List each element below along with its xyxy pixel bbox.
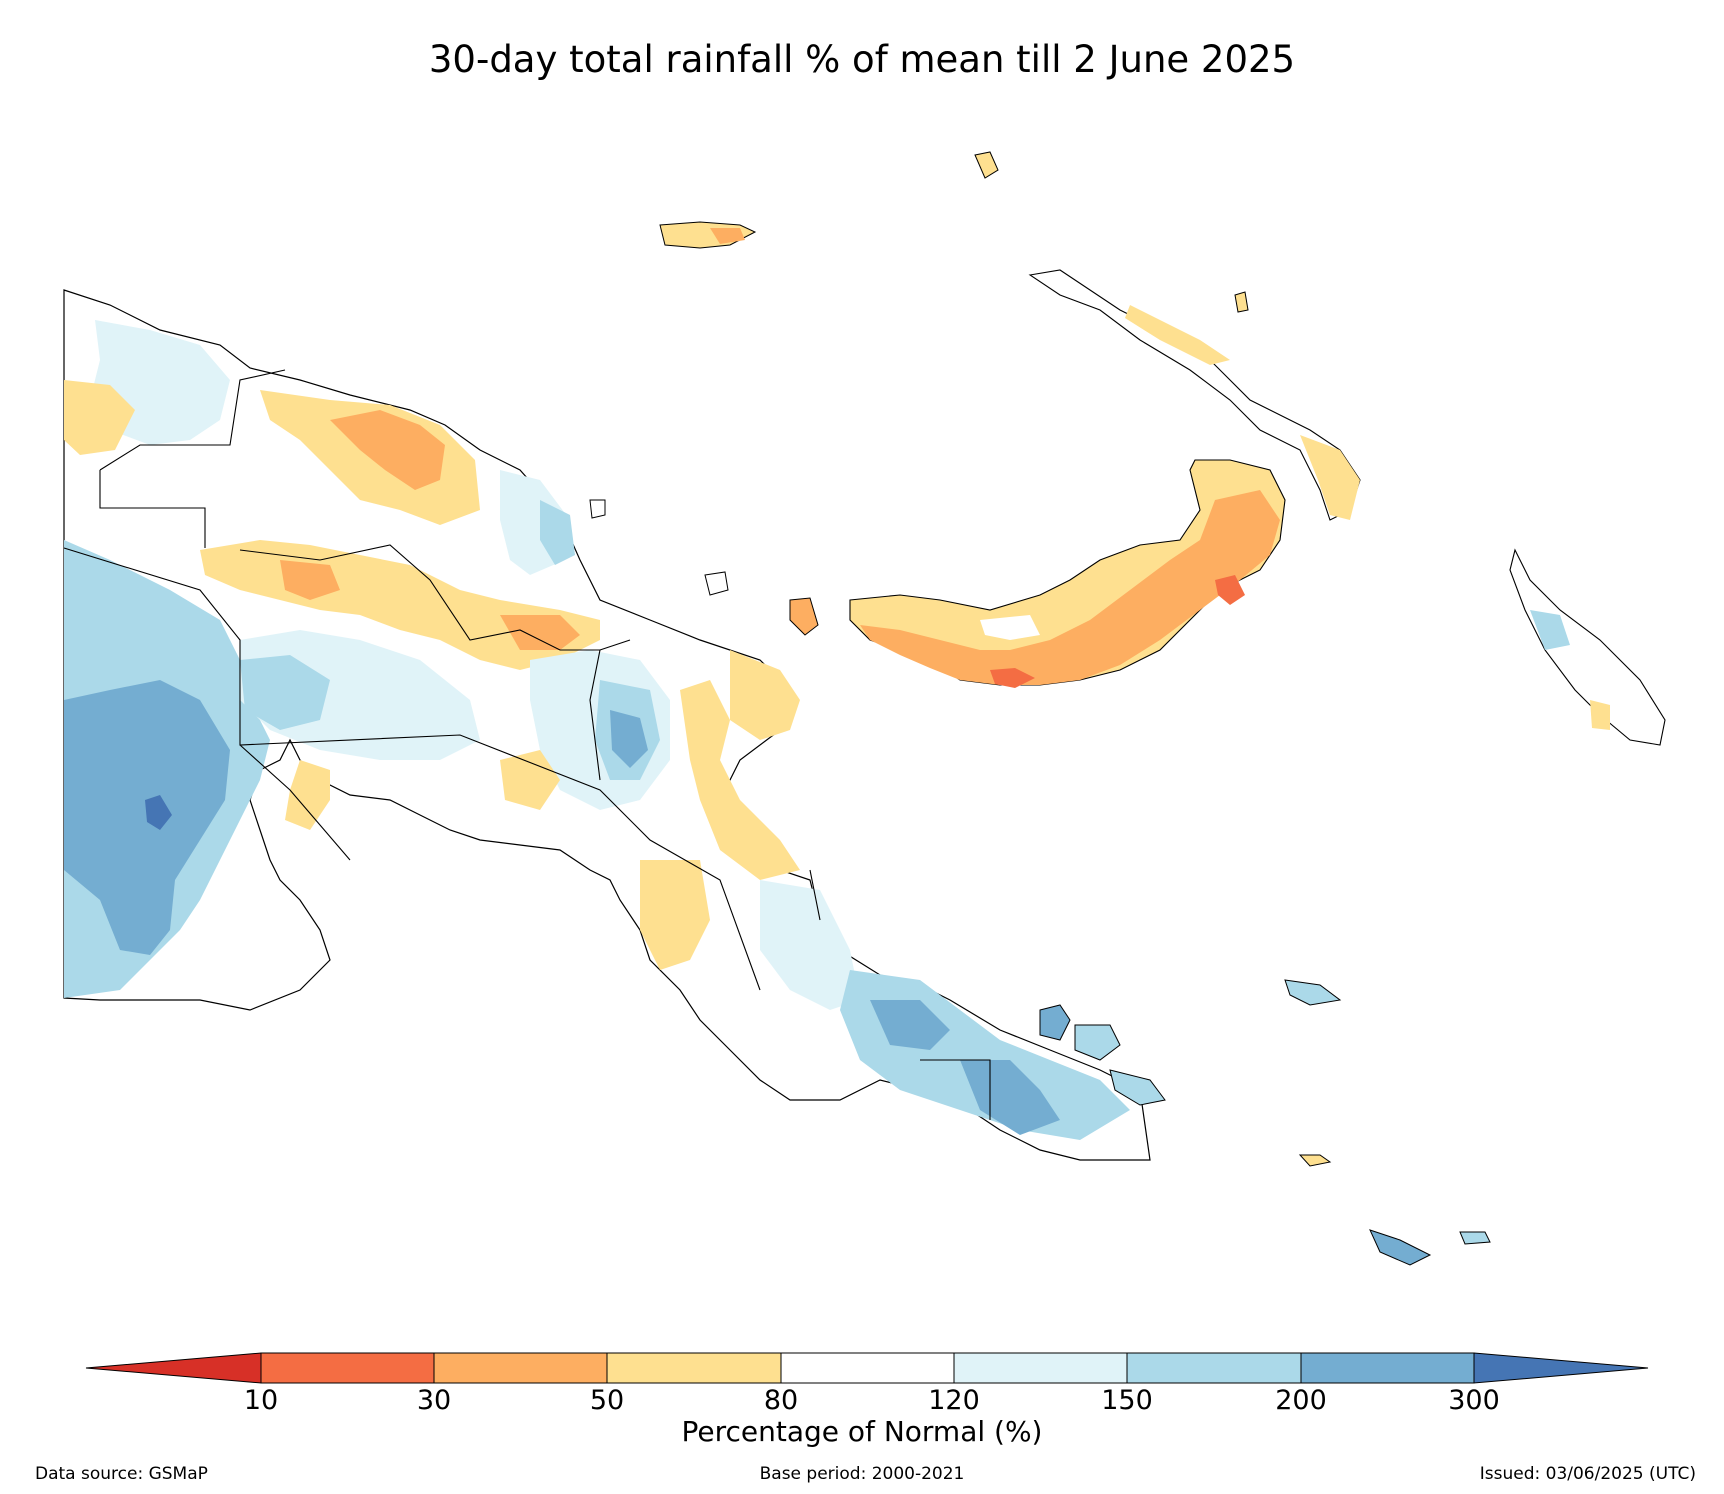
province-borders	[63, 369, 991, 1120]
central-blue	[240, 655, 330, 730]
umboi-island	[789, 597, 819, 636]
new-britain-red-east	[1215, 575, 1245, 605]
colorbar-bin-80-120	[780, 1352, 955, 1384]
colorbar-extend-high	[1473, 1352, 1649, 1384]
new-britain	[849, 459, 1286, 688]
karkar-island	[589, 499, 606, 519]
madang-yellow	[730, 650, 800, 740]
misima-island	[1298, 1154, 1332, 1167]
gulf-yellow-2	[500, 750, 560, 810]
morobe-yellow	[680, 680, 800, 880]
colorbar	[85, 1352, 1649, 1384]
papua-dark-blue-2	[960, 1060, 1060, 1135]
west-peak-zone	[145, 795, 172, 830]
highlands-orange-east	[500, 615, 580, 650]
colorbar-bin-120-150	[953, 1352, 1128, 1384]
highlands-orange-west	[280, 560, 340, 600]
bougainville	[1509, 548, 1666, 746]
papua-light-blue	[760, 880, 860, 1010]
colorbar-extend-low	[85, 1352, 262, 1384]
lihir-island	[1234, 291, 1249, 313]
mussau-island	[974, 151, 999, 179]
colorbar-bin-10-30	[260, 1352, 435, 1384]
bougainville-blue	[1530, 610, 1570, 650]
data-source-note: Data source: GSMaP	[35, 1464, 208, 1484]
colorbar-title: Percentage of Normal (%)	[681, 1415, 1043, 1448]
colorbar-tick-label: 120	[928, 1385, 980, 1416]
colorbar-bin-200-300	[1300, 1352, 1475, 1384]
colorbar-tick-label: 200	[1275, 1385, 1327, 1416]
long-island	[704, 571, 729, 596]
bougainville-yellow	[1590, 700, 1610, 730]
colorbar-bin-30-50	[433, 1352, 608, 1384]
colorbar-tick-label: 150	[1101, 1385, 1153, 1416]
woodlark-island	[1284, 979, 1342, 1006]
new-ireland-yellow-north	[1125, 305, 1230, 365]
colorbar-tick-label: 50	[589, 1385, 625, 1416]
base-period-note: Base period: 2000-2021	[759, 1464, 965, 1484]
eastcentral-dark-blue	[610, 710, 648, 768]
colorbar-tick-label: 300	[1448, 1385, 1500, 1416]
fergusson-island	[1074, 1024, 1121, 1061]
colorbar-bin-150-200	[1126, 1352, 1302, 1384]
papua-yellow	[640, 860, 710, 970]
normanby-island	[1109, 1069, 1166, 1106]
colorbar-tick-label: 30	[416, 1385, 452, 1416]
rossel-tagula-island	[1369, 1229, 1432, 1266]
new-britain-red	[990, 668, 1035, 688]
gulf-yellow	[285, 760, 330, 830]
north-blue	[540, 500, 575, 565]
colorbar-tick-label: 80	[763, 1385, 799, 1416]
new-britain-orange	[860, 490, 1280, 685]
colorbar-tick-label: 10	[243, 1385, 279, 1416]
new-britain-white	[980, 615, 1040, 640]
new-ireland-yellow	[1300, 435, 1360, 520]
papua-dark-blue	[870, 1000, 950, 1050]
northwest-yellow	[64, 380, 135, 455]
colorbar-bin-50-80	[606, 1352, 782, 1384]
issued-date-note: Issued: 03/06/2025 (UTC)	[1479, 1464, 1696, 1484]
goodenough-island	[1039, 1004, 1071, 1041]
rossel-island	[1459, 1231, 1491, 1245]
manus-orange	[710, 228, 745, 244]
map-title: 30-day total rainfall % of mean till 2 J…	[428, 38, 1296, 81]
mainland	[63, 289, 1151, 1161]
north-coast-orange	[330, 410, 445, 490]
